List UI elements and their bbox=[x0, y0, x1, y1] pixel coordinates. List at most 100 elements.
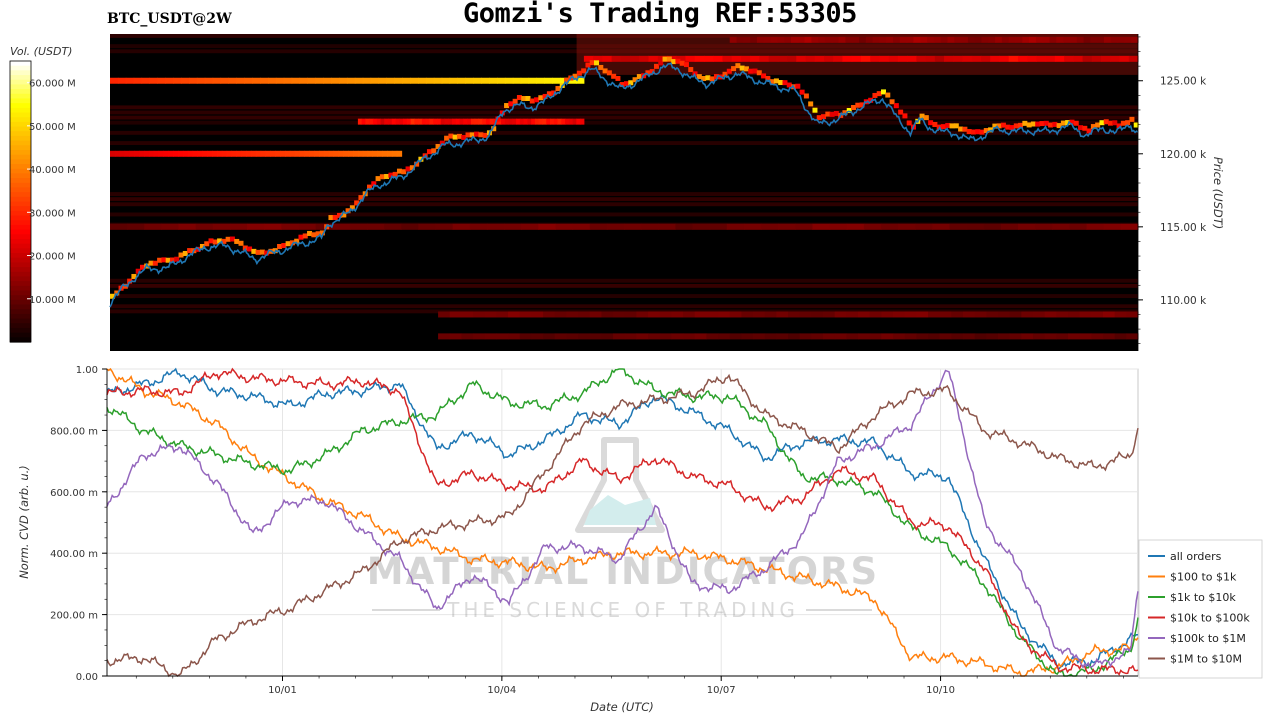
heatmap-price-cell bbox=[906, 120, 912, 126]
heatmap-band-cell bbox=[995, 36, 1003, 43]
heatmap-band-cell bbox=[676, 55, 686, 62]
heatmap-band-cell bbox=[489, 118, 494, 125]
heatmap-band-cell bbox=[694, 311, 707, 318]
heatmap-band-cell bbox=[294, 150, 301, 157]
heatmap-price-cell bbox=[735, 63, 741, 69]
heatmap-band-cell bbox=[636, 333, 649, 340]
heatmap-band-cell bbox=[504, 223, 522, 230]
heatmap-band-cell bbox=[630, 55, 640, 62]
heatmap-price-cell bbox=[281, 243, 287, 249]
heatmap-band-cell bbox=[893, 36, 901, 43]
heatmap-band-cell bbox=[283, 77, 293, 84]
heatmap-price-cell bbox=[131, 273, 137, 279]
heatmap-price-cell bbox=[221, 238, 227, 244]
heatmap-price-cell bbox=[966, 129, 972, 135]
heatmap-band-cell bbox=[516, 118, 521, 125]
heatmap-price-cell bbox=[589, 60, 595, 66]
heatmap-price-cell bbox=[178, 252, 184, 258]
heatmap-band-cell bbox=[1103, 36, 1112, 43]
heatmap-band-cell bbox=[421, 118, 427, 125]
heatmap-band-cell bbox=[648, 333, 661, 340]
heatmap-band-cell bbox=[110, 77, 119, 84]
heatmap-price-cell bbox=[953, 123, 959, 129]
heatmap-band-cell bbox=[601, 311, 614, 318]
colorbar-cell bbox=[10, 206, 31, 212]
heatmap-price-cell bbox=[958, 126, 964, 132]
heatmap-band-cell bbox=[842, 55, 853, 62]
heatmap-band-cell bbox=[1103, 223, 1122, 230]
heatmap-band-cell bbox=[860, 55, 871, 62]
heatmap-band-cell bbox=[449, 333, 462, 340]
heatmap-band-cell bbox=[531, 118, 536, 125]
heatmap-band-cell bbox=[1091, 311, 1104, 318]
heatmap-band-cell bbox=[339, 77, 348, 84]
heatmap-price-cell bbox=[474, 131, 480, 137]
heatmap-band-cell bbox=[1049, 36, 1057, 43]
heatmap-band-cell bbox=[1079, 311, 1092, 318]
heatmap-band-cell bbox=[639, 55, 650, 62]
heatmap-band-cell bbox=[933, 36, 942, 43]
heatmap-band-cell bbox=[763, 36, 772, 43]
heatmap-band-cell bbox=[425, 77, 435, 84]
heatmap-band-cell bbox=[212, 77, 222, 84]
heatmap-band-cell bbox=[391, 150, 398, 157]
heatmap-band-cell bbox=[520, 77, 530, 84]
heatmap-band-cell bbox=[818, 36, 826, 43]
heatmap-band-cell bbox=[1029, 36, 1037, 43]
heatmap-band-cell bbox=[153, 150, 160, 157]
heatmap-band-cell bbox=[576, 77, 585, 84]
cvd-y-tick-label: 600.00 m bbox=[50, 488, 98, 499]
cvd-y-tick-label: 400.00 m bbox=[50, 549, 98, 560]
colorbar-frame bbox=[9, 60, 32, 343]
heatmap-band-cell bbox=[954, 36, 962, 43]
heatmap-band-cell bbox=[110, 223, 128, 230]
heatmap-price-cell bbox=[1039, 121, 1045, 127]
heatmap-band-cell bbox=[863, 223, 882, 230]
heatmap-price-cell bbox=[1116, 123, 1122, 129]
heatmap-band-cell bbox=[865, 36, 874, 43]
heatmap-band-cell bbox=[197, 150, 203, 157]
heatmap-band-cell bbox=[613, 311, 626, 318]
heatmap-band-cell bbox=[811, 311, 824, 318]
heatmap-band-cell bbox=[790, 36, 799, 43]
heatmap-band-cell bbox=[319, 150, 325, 157]
colorbar-cell bbox=[10, 159, 31, 165]
heatmap-band-cell bbox=[713, 55, 723, 62]
cvd-y-tick-label: 1.00 bbox=[76, 365, 98, 376]
heatmap-band-cell bbox=[124, 150, 130, 157]
heatmap-price-cell bbox=[255, 249, 261, 255]
heatmap-band-cell bbox=[1126, 333, 1139, 340]
colorbar-tick-label: 20.000 M bbox=[29, 252, 76, 263]
heatmap-band-cell bbox=[357, 150, 364, 157]
heatmap-price-cell bbox=[169, 257, 175, 263]
heatmap-band-cell bbox=[544, 77, 553, 84]
colorbar-cell bbox=[10, 229, 31, 235]
heatmap-band-cell bbox=[729, 333, 742, 340]
heatmap-band-cell bbox=[846, 223, 865, 230]
colorbar-cell bbox=[10, 234, 31, 240]
heatmap-band-cell bbox=[349, 223, 368, 230]
heatmap-texture-row bbox=[110, 130, 1138, 135]
colorbar-tick-label: 40.000 M bbox=[29, 165, 76, 176]
heatmap-price-cell bbox=[902, 113, 908, 119]
heatmap-band-cell bbox=[192, 150, 198, 157]
heatmap-price-cell bbox=[521, 96, 527, 102]
cvd-x-tick-label: 10/01 bbox=[268, 685, 297, 696]
heatmap-price-cell bbox=[354, 200, 360, 206]
heatmap-band-cell bbox=[888, 55, 899, 62]
heatmap-band-cell bbox=[834, 311, 847, 318]
colorbar-cell bbox=[10, 75, 31, 81]
heatmap-price-cell bbox=[1112, 120, 1118, 126]
heatmap-band-cell bbox=[659, 333, 672, 340]
heatmap-price-cell bbox=[653, 63, 659, 69]
heatmap-price-cell bbox=[701, 76, 707, 82]
heatmap-band-cell bbox=[331, 77, 340, 84]
heatmap-price-cell bbox=[512, 98, 518, 104]
heatmap-band-cell bbox=[444, 118, 449, 125]
heatmap-band-cell bbox=[554, 333, 567, 340]
heatmap-band-cell bbox=[983, 223, 1002, 230]
heatmap-band-cell bbox=[1033, 333, 1046, 340]
heatmap-price-cell bbox=[504, 103, 510, 109]
colorbar-cell bbox=[10, 70, 31, 76]
